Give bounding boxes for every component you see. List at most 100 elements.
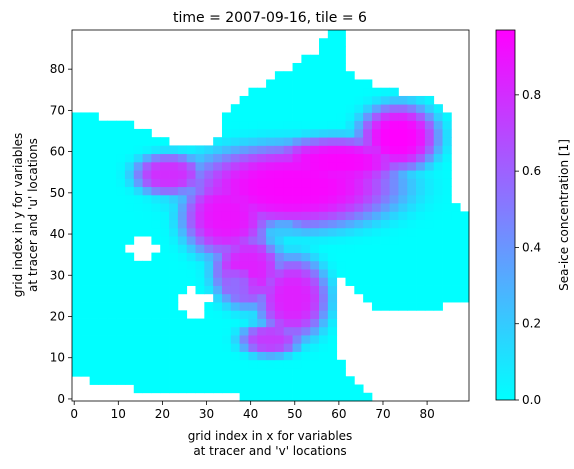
heatmap-cell: [460, 211, 470, 221]
heatmap-cell: [292, 252, 302, 262]
heatmap-cell: [248, 359, 258, 369]
heatmap-cell: [327, 343, 338, 352]
heatmap-cell: [363, 269, 373, 278]
heatmap-cell: [80, 252, 91, 262]
heatmap-cell: [177, 178, 188, 188]
heatmap-cell: [124, 335, 135, 344]
y-tick-label: 10: [50, 351, 65, 365]
heatmap-cell: [151, 269, 161, 278]
heatmap-cell: [363, 244, 373, 253]
heatmap-cell: [336, 145, 346, 155]
heatmap-cell: [398, 178, 408, 188]
heatmap-cell: [98, 236, 108, 245]
heatmap-cell: [266, 137, 276, 146]
heatmap-cell: [327, 112, 338, 122]
heatmap-cell: [257, 359, 267, 369]
heatmap-cell: [380, 219, 390, 229]
heatmap-cell: [292, 351, 302, 361]
heatmap-cell: [266, 384, 276, 394]
heatmap-cell: [116, 260, 126, 270]
heatmap-cell: [380, 137, 390, 146]
heatmap-cell: [213, 227, 223, 237]
heatmap-cell: [177, 211, 188, 221]
heatmap-cell: [301, 145, 311, 155]
heatmap-cell: [257, 343, 267, 352]
heatmap-cell: [407, 186, 417, 196]
heatmap-cell: [292, 153, 302, 163]
heatmap-cell: [398, 120, 408, 130]
heatmap-cell: [80, 285, 91, 295]
heatmap-cell: [274, 302, 285, 311]
heatmap-cell: [283, 219, 293, 229]
heatmap-cell: [336, 359, 346, 369]
heatmap-cell: [230, 368, 241, 377]
heatmap-cell: [274, 269, 285, 278]
heatmap-cell: [142, 161, 152, 171]
heatmap-cell: [169, 269, 179, 278]
heatmap-cell: [257, 252, 267, 262]
heatmap-cell: [310, 54, 320, 64]
heatmap-cell: [274, 368, 285, 377]
heatmap-cell: [204, 203, 214, 212]
heatmap-cell: [116, 277, 126, 286]
heatmap-cell: [221, 302, 232, 311]
heatmap-cell: [354, 269, 364, 278]
heatmap-cell: [186, 244, 196, 253]
heatmap-cell: [142, 137, 152, 146]
heatmap-cell: [301, 244, 311, 253]
heatmap-cell: [283, 104, 293, 113]
heatmap-cell: [416, 269, 426, 278]
heatmap-cell: [389, 145, 399, 155]
heatmap-cell: [133, 277, 143, 286]
heatmap-cell: [107, 194, 117, 204]
heatmap-cell: [319, 38, 329, 47]
heatmap-cell: [107, 137, 117, 146]
heatmap-cell: [292, 211, 302, 221]
heatmap-cell: [177, 310, 188, 319]
heatmap-cell: [345, 269, 355, 278]
heatmap-cell: [151, 236, 161, 245]
heatmap-cell: [416, 293, 426, 303]
heatmap-cell: [301, 302, 311, 311]
heatmap-cell: [257, 219, 267, 229]
heatmap-cell: [354, 170, 364, 179]
heatmap-cell: [274, 170, 285, 179]
heatmap-cell: [451, 236, 461, 245]
heatmap-cell: [169, 186, 179, 196]
heatmap-cell: [230, 186, 241, 196]
heatmap-cell: [248, 178, 258, 188]
heatmap-cell: [213, 178, 223, 188]
heatmap-cell: [133, 343, 143, 352]
heatmap-cell: [266, 153, 276, 163]
heatmap-cell: [398, 219, 408, 229]
heatmap-cell: [371, 244, 382, 253]
x-tick-label: 80: [419, 407, 434, 421]
heatmap-cell: [301, 79, 311, 89]
heatmap-cell: [89, 260, 99, 270]
heatmap-cell: [230, 285, 241, 295]
heatmap-cell: [204, 260, 214, 270]
heatmap-cell: [177, 161, 188, 171]
heatmap-cell: [195, 269, 205, 278]
heatmap-cell: [151, 203, 161, 212]
heatmap-cell: [142, 285, 152, 295]
heatmap-cell: [98, 128, 108, 138]
heatmap-cell: [336, 79, 346, 89]
heatmap-cell: [230, 112, 241, 122]
heatmap-cell: [319, 95, 329, 105]
heatmap-cell: [380, 153, 390, 163]
heatmap-cell: [195, 260, 205, 270]
heatmap-cell: [416, 112, 426, 122]
heatmap-cell: [336, 128, 346, 138]
heatmap-cell: [213, 260, 223, 270]
heatmap-cell: [151, 145, 161, 155]
heatmap-cell: [257, 194, 267, 204]
heatmap-cell: [72, 293, 82, 303]
heatmap-cell: [151, 326, 161, 336]
heatmap-cell: [327, 194, 338, 204]
heatmap-cell: [213, 302, 223, 311]
heatmap-cell: [274, 326, 285, 336]
heatmap-cell: [213, 137, 223, 146]
heatmap-cell: [89, 194, 99, 204]
heatmap-cell: [363, 194, 373, 204]
